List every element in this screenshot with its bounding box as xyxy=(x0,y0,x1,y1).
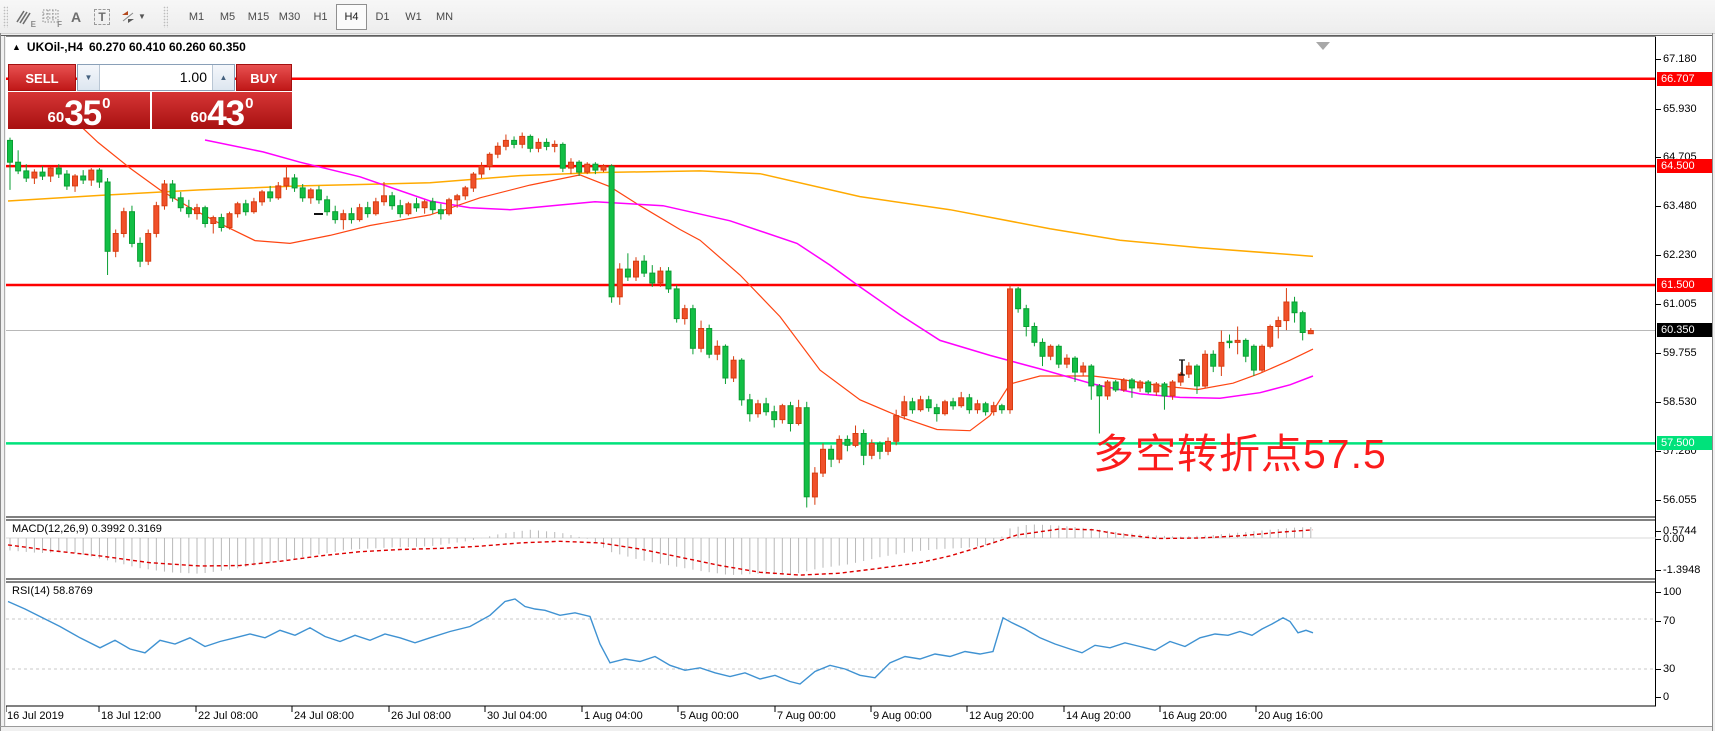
price-tick-label: 62.230 xyxy=(1656,249,1697,262)
date-label: 7 Aug 00:00 xyxy=(777,710,836,722)
date-label: 18 Jul 12:00 xyxy=(101,710,161,722)
tf-button-MN[interactable]: MN xyxy=(435,10,454,23)
volume-increase-button[interactable]: ▲ xyxy=(212,65,234,90)
volume-decrease-button[interactable]: ▼ xyxy=(78,65,100,90)
tf-button-M15[interactable]: M15 xyxy=(247,10,270,23)
window-border-bottom xyxy=(0,726,1712,727)
macd-axis-label: -1.3948 xyxy=(1655,564,1701,576)
price-tick-label: 61.005 xyxy=(1656,297,1697,310)
price-tick-label: 59.755 xyxy=(1656,347,1697,360)
price-axis[interactable] xyxy=(1657,36,1712,726)
symbol-period: UKOil-,H4 xyxy=(26,40,83,54)
date-label: 20 Aug 16:00 xyxy=(1258,710,1323,722)
toolbar: E F A T ▼ M1 M5 M15 M30 H1 H4 D1 W1 MN xyxy=(0,0,1715,34)
level-price-badge: 61.500 xyxy=(1657,277,1712,292)
rsi-axis-label: 100 xyxy=(1655,586,1682,598)
macd-axis-label: 0.5744 xyxy=(1656,525,1697,537)
grid-icon[interactable]: F xyxy=(37,5,63,29)
indicators-icon[interactable]: E xyxy=(11,5,37,29)
quote-header: ▲ UKOil-,H4 60.270 60.410 60.260 60.350 xyxy=(12,40,246,54)
sell-button[interactable]: SELL xyxy=(8,64,76,91)
price-tick-label: 58.530 xyxy=(1656,395,1697,408)
date-label: 5 Aug 00:00 xyxy=(680,710,739,722)
window-border-top xyxy=(0,35,1712,36)
date-label: 9 Aug 00:00 xyxy=(873,710,932,722)
rsi-axis-label: 0 xyxy=(1655,691,1670,703)
chinese-annotation: 多空转折点57.5 xyxy=(1093,431,1387,477)
tf-button-M5[interactable]: M5 xyxy=(219,10,236,23)
macd-axis-label: 0.00 xyxy=(1655,533,1685,545)
ohlc-readout: 60.270 60.410 60.260 60.350 xyxy=(88,40,246,54)
rsi-axis-label: 70 xyxy=(1655,615,1676,627)
one-click-trading-panel: SELL ▼ 1.00 ▲ BUY 60 35 0 60 43 0 xyxy=(8,64,292,131)
price-chart[interactable] xyxy=(6,36,1656,726)
level-price-badge: 57.500 xyxy=(1657,436,1712,451)
date-label: 24 Jul 08:00 xyxy=(294,710,354,722)
volume-value[interactable]: 1.00 xyxy=(179,69,207,85)
price-tick-label: 63.480 xyxy=(1656,199,1697,212)
date-label: 16 Aug 20:00 xyxy=(1162,710,1227,722)
collapse-triangle-icon[interactable]: ▲ xyxy=(12,42,21,52)
price-tick-label: 56.055 xyxy=(1656,493,1697,506)
tf-button-M30[interactable]: M30 xyxy=(278,10,301,23)
rsi-axis-label: 30 xyxy=(1655,663,1676,675)
date-label: 1 Aug 04:00 xyxy=(584,710,643,722)
macd-label: MACD(12,26,9) 0.3992 0.3169 xyxy=(12,523,162,535)
sell-price-tile[interactable]: 60 35 0 xyxy=(8,92,150,131)
tf-button-M1[interactable]: M1 xyxy=(188,10,205,23)
tf-button-W1[interactable]: W1 xyxy=(405,10,422,23)
level-price-badge: 66.707 xyxy=(1657,71,1712,86)
price-tick-label: 65.930 xyxy=(1656,102,1697,115)
price-tick-label: 67.180 xyxy=(1656,53,1697,65)
date-label: 22 Jul 08:00 xyxy=(198,710,258,722)
window-border-left-inner xyxy=(4,36,5,726)
rsi-label: RSI(14) 58.8769 xyxy=(12,585,93,597)
window-border-left xyxy=(0,33,1,731)
date-label: 26 Jul 08:00 xyxy=(391,710,451,722)
tf-button-D1[interactable]: D1 xyxy=(375,10,390,23)
level-price-badge: 64.500 xyxy=(1657,159,1712,174)
text-box-icon[interactable]: T xyxy=(89,5,115,29)
date-label: 16 Jul 2019 xyxy=(7,710,64,722)
tf-button-H4[interactable]: H4 xyxy=(336,3,367,30)
toolbar-grip[interactable] xyxy=(3,5,8,28)
chart-background[interactable] xyxy=(6,36,1712,726)
chevron-down-icon: ▼ xyxy=(138,12,146,21)
date-label: 12 Aug 20:00 xyxy=(969,710,1034,722)
date-label: 14 Aug 20:00 xyxy=(1066,710,1131,722)
toolbar-grip-2[interactable] xyxy=(163,5,168,28)
current-price-badge: 60.350 xyxy=(1657,323,1712,338)
arrows-tool-icon[interactable]: ▼ xyxy=(115,5,151,29)
buy-button[interactable]: BUY xyxy=(236,64,292,91)
volume-spinner: ▼ 1.00 ▲ xyxy=(77,64,235,91)
window-border-right xyxy=(1712,33,1713,731)
tf-button-H1[interactable]: H1 xyxy=(313,10,328,23)
date-label: 30 Jul 04:00 xyxy=(487,710,547,722)
buy-price-tile[interactable]: 60 43 0 xyxy=(152,92,292,131)
text-label-icon[interactable]: A xyxy=(70,8,82,25)
timeframe-bar: M1 M5 M15 M30 H1 H4 D1 W1 MN xyxy=(181,3,460,30)
